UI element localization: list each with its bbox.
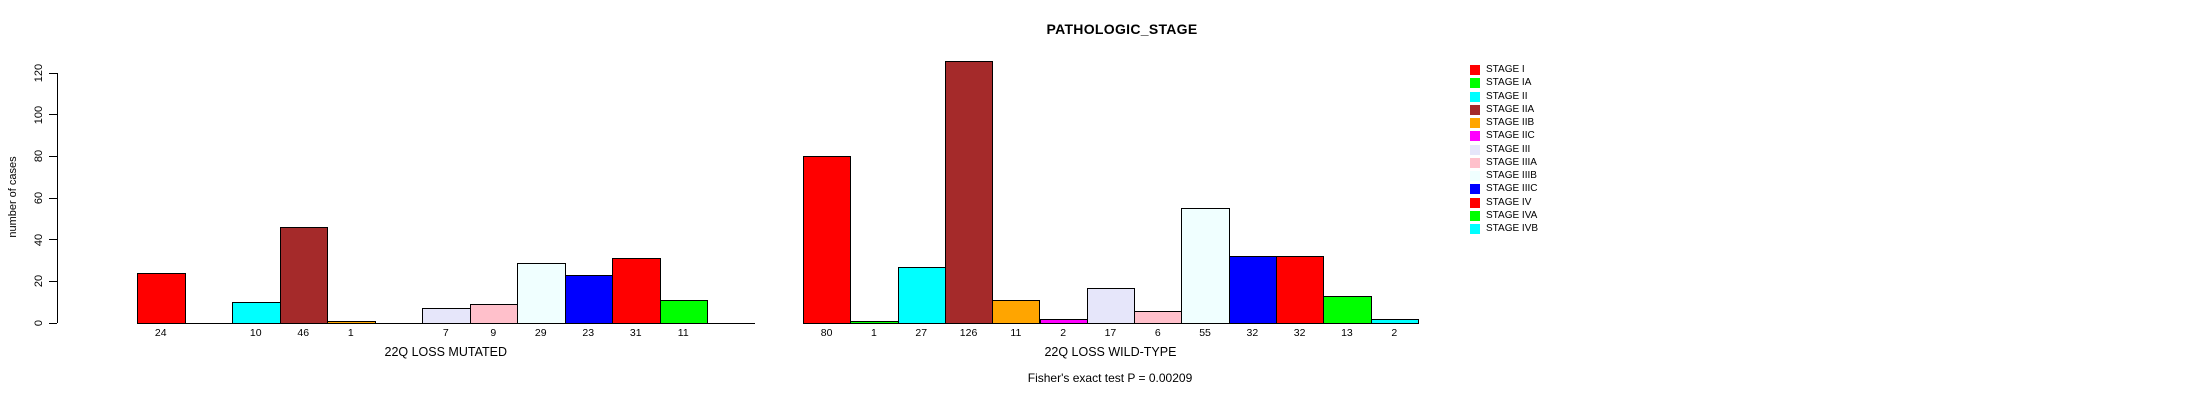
- bar-value-label: 55: [1199, 327, 1211, 339]
- bar: [279, 227, 328, 324]
- bar: [517, 262, 566, 324]
- legend-label: STAGE IV: [1486, 196, 1532, 208]
- bar: [803, 156, 852, 324]
- bar: [422, 308, 471, 324]
- bar: [612, 258, 661, 324]
- bar: [137, 273, 186, 324]
- legend-swatch: [1470, 184, 1480, 195]
- bar-value-label: 31: [629, 327, 642, 339]
- legend-swatch: [1470, 91, 1480, 102]
- y-axis-tick: [49, 72, 57, 74]
- y-axis-tick: [49, 239, 57, 241]
- bar-value-label: 2: [1060, 327, 1067, 339]
- legend-swatch: [1470, 118, 1480, 128]
- legend-label: STAGE IIC: [1486, 130, 1535, 142]
- bar: [850, 320, 899, 324]
- bar-value-label: 17: [1104, 327, 1117, 339]
- y-axis-tick: [49, 197, 57, 199]
- chart-title: PATHOLOGIC_STAGE: [1046, 21, 1198, 37]
- y-axis-tick-label: 100: [33, 105, 45, 124]
- legend-swatch: [1470, 210, 1480, 221]
- legend-swatch: [1470, 157, 1480, 168]
- legend-swatch: [1470, 197, 1480, 208]
- y-axis-tick: [49, 114, 57, 116]
- bar: [944, 60, 994, 324]
- bar-value-label: 46: [297, 327, 310, 339]
- legend-swatch: [1470, 65, 1480, 75]
- legend-swatch: [1470, 131, 1480, 142]
- bar-value-label: 6: [1154, 327, 1161, 339]
- bar-value-label: 80: [820, 327, 833, 339]
- bar: [232, 302, 281, 324]
- bar: [1276, 256, 1325, 324]
- bar-value-label: 13: [1341, 327, 1353, 339]
- bar: [1181, 208, 1230, 324]
- legend-label: STAGE IIA: [1486, 103, 1535, 115]
- bar: [1086, 287, 1136, 324]
- bar: [659, 300, 708, 324]
- y-axis-tick-label: 0: [33, 319, 45, 327]
- legend-label: STAGE IIB: [1486, 117, 1535, 128]
- legend-label: STAGE IVA: [1486, 209, 1538, 221]
- bar-value-label: 7: [442, 327, 449, 339]
- bar-value-label: 1: [871, 327, 877, 339]
- y-axis-title: number of cases: [7, 156, 19, 238]
- bar-value-label: 32: [1246, 327, 1259, 339]
- bar: [564, 275, 613, 324]
- bar: [1134, 310, 1183, 324]
- bar-value-label: 23: [582, 327, 595, 339]
- y-axis-tick: [49, 155, 57, 157]
- legend-label: STAGE III: [1486, 143, 1531, 155]
- legend-label: STAGE I: [1486, 64, 1525, 75]
- bar: [1228, 256, 1277, 324]
- y-axis-tick: [49, 322, 57, 324]
- legend-swatch: [1470, 144, 1480, 155]
- y-axis-tick-label: 60: [33, 191, 45, 205]
- legend-label: STAGE IIIA: [1486, 156, 1537, 168]
- bar-value-label: 1: [347, 327, 354, 339]
- bar-value-label: 29: [534, 327, 547, 339]
- bar-value-label: 32: [1293, 327, 1306, 339]
- legend-label: STAGE IVB: [1486, 223, 1539, 234]
- legend-swatch: [1470, 78, 1480, 89]
- bar-value-label: 27: [915, 327, 928, 339]
- legend-label: STAGE IIIB: [1486, 170, 1537, 181]
- y-axis-line: [57, 73, 58, 323]
- bar: [327, 320, 376, 324]
- legend-swatch: [1470, 171, 1480, 181]
- bar: [1323, 295, 1372, 324]
- group-label: 22Q LOSS MUTATED: [384, 345, 507, 359]
- bar: [469, 304, 518, 324]
- y-axis-tick-label: 80: [33, 150, 45, 163]
- bar-value-label: 24: [154, 327, 167, 339]
- bar: [897, 266, 946, 324]
- bar-value-label: 11: [677, 327, 689, 339]
- y-axis-tick-label: 20: [33, 275, 45, 288]
- bar-value-label: 2: [1391, 327, 1398, 339]
- y-axis-tick: [49, 280, 57, 282]
- bar-value-label: 10: [249, 327, 262, 339]
- bar: [1370, 318, 1419, 324]
- y-axis-tick-label: 120: [33, 63, 45, 83]
- fisher-test-annotation: Fisher's exact test P = 0.00209: [1027, 371, 1193, 385]
- legend-label: STAGE IIIC: [1486, 183, 1538, 195]
- bar: [992, 300, 1041, 324]
- legend-label: STAGE II: [1486, 90, 1528, 102]
- legend-label: STAGE IA: [1486, 77, 1532, 89]
- group-label: 22Q LOSS WILD-TYPE: [1044, 345, 1177, 359]
- bar-value-label: 126: [959, 327, 978, 339]
- legend-swatch: [1470, 224, 1480, 234]
- y-axis-tick-label: 40: [33, 233, 45, 246]
- legend-swatch: [1470, 104, 1480, 115]
- bar: [1039, 318, 1088, 324]
- bar-value-label: 11: [1010, 327, 1022, 339]
- bar-value-label: 9: [490, 327, 497, 339]
